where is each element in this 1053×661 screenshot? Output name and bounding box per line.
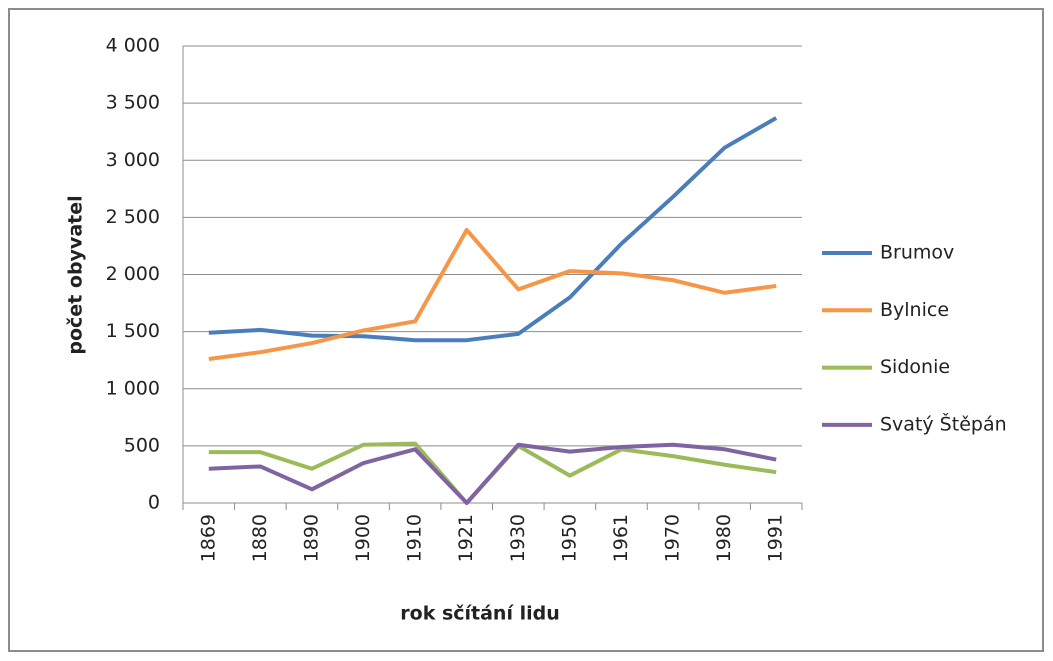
y-tick-label: 2 500 [106, 206, 160, 228]
x-tick-label: 1900 [352, 514, 374, 562]
x-tick-label: 1869 [197, 514, 219, 562]
legend-label: Sidonie [880, 356, 950, 378]
x-tick-label: 1961 [610, 514, 632, 562]
y-tick-label: 1 000 [106, 377, 160, 399]
x-tick-label: 1980 [713, 514, 735, 562]
legend-label: Brumov [880, 242, 954, 264]
y-tick-label: 2 000 [106, 263, 160, 285]
series-line [208, 116, 778, 343]
x-tick-label: 1991 [765, 514, 787, 562]
legend-label: Bylnice [880, 299, 949, 321]
x-tick-label: 1910 [404, 514, 426, 562]
x-tick-label: 1950 [558, 514, 580, 562]
y-axis-title: počet obyvatel [65, 195, 87, 354]
x-axis-title: rok sčítání lidu [400, 603, 559, 625]
y-tick-label: 3 500 [106, 92, 160, 114]
x-tick-label: 1890 [300, 514, 322, 562]
x-tick-label: 1970 [662, 514, 684, 562]
y-tick-label: 1 500 [106, 320, 160, 342]
x-tick-label: 1921 [455, 514, 477, 562]
x-tick-label: 1930 [507, 514, 529, 562]
series-line [208, 227, 777, 362]
legend-label: Svatý Štěpán [880, 411, 1007, 435]
y-tick-label: 4 000 [106, 35, 160, 57]
x-tick-label: 1880 [249, 514, 271, 562]
y-tick-label: 500 [124, 434, 160, 456]
y-tick-label: 3 000 [106, 149, 160, 171]
y-tick-label: 0 [148, 492, 160, 514]
series-line [208, 442, 777, 505]
